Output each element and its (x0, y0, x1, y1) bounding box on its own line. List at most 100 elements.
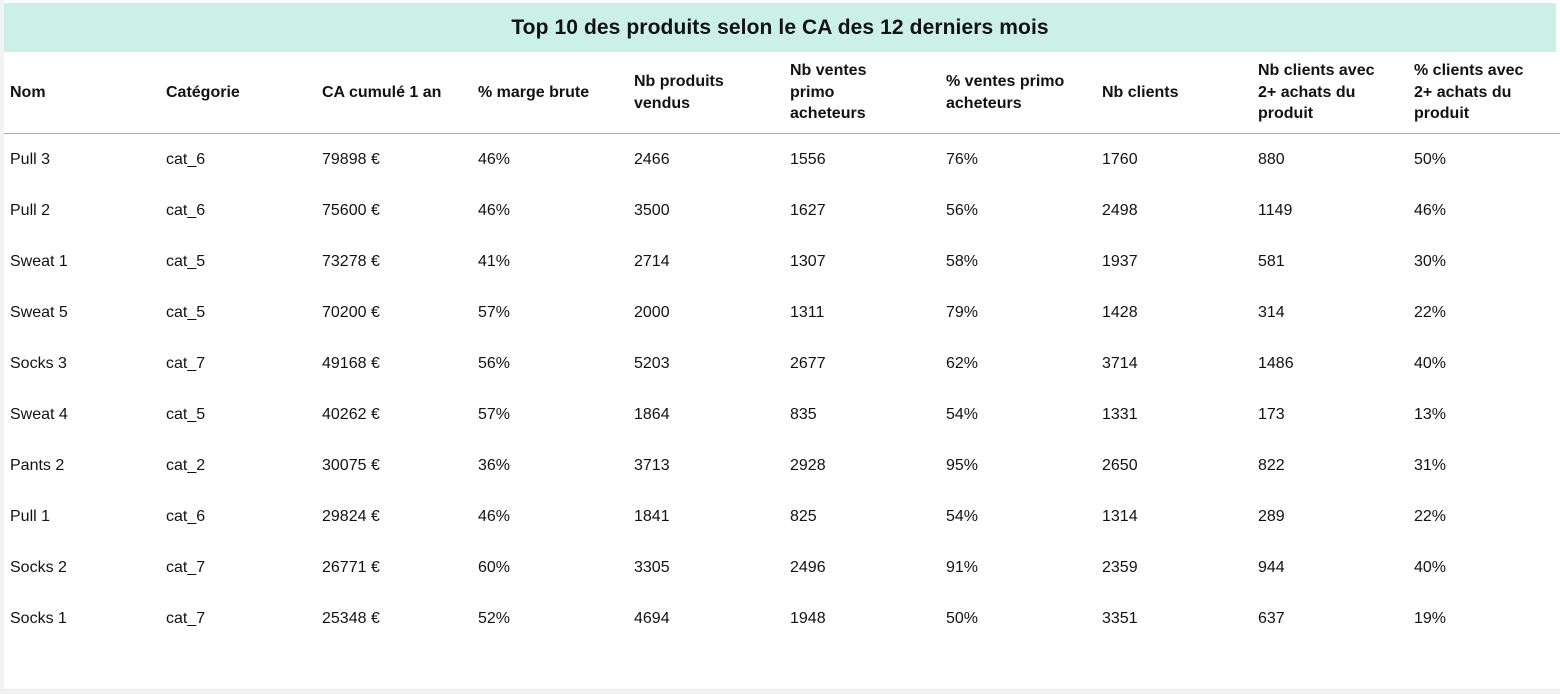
table-cell: 2928 (790, 456, 826, 474)
bottom-edge-strip (0, 689, 1560, 694)
column-header-pct-clients-2plus: % clients avec 2+ achats du produit (1404, 52, 1560, 134)
column-header-nb-produits-vendus: Nb produits vendus (624, 52, 780, 134)
table-cell: 31% (1414, 456, 1447, 474)
table-cell: 25348 € (322, 609, 380, 627)
table-cell: 57% (478, 303, 511, 321)
category-cell: cat_6 (166, 150, 206, 168)
table-cell: 60% (478, 558, 511, 576)
table-cell: 1760 (1102, 150, 1138, 168)
table-cell: 2714 (634, 252, 670, 270)
product-name-cell: Socks 1 (10, 609, 67, 627)
table-cell: 13% (1414, 405, 1447, 423)
table-cell: 880 (1258, 150, 1285, 168)
table-cell: 2677 (790, 354, 826, 372)
table-cell: 5203 (634, 354, 670, 372)
column-header-nb-clients-2plus: Nb clients avec 2+ achats du produit (1248, 52, 1404, 134)
category-cell: cat_7 (166, 354, 206, 372)
table-cell: 19% (1414, 609, 1447, 627)
table-cell: 1311 (790, 303, 825, 321)
table-cell: 1314 (1102, 507, 1138, 525)
product-name-cell: Pants 2 (10, 456, 65, 474)
title-banner: Top 10 des produits selon le CA des 12 d… (4, 3, 1556, 52)
table-cell: 26771 € (322, 558, 380, 576)
product-name-cell: Pull 1 (10, 507, 51, 525)
category-cell: cat_5 (166, 303, 206, 321)
table-cell: 57% (478, 405, 511, 423)
column-header-pct-ventes-primo: % ventes primo acheteurs (936, 52, 1092, 134)
table-row: Pull 1 cat_6 29824 € 46% 1841 825 54% 13… (0, 491, 1560, 542)
table-cell: 1331 (1102, 405, 1138, 423)
table-cell: 1937 (1102, 252, 1138, 270)
table-row: Pull 3 cat_6 79898 € 46% 2466 1556 76% 1… (0, 134, 1560, 186)
table-cell: 22% (1414, 303, 1447, 321)
table-cell: 1627 (790, 201, 826, 219)
table-cell: 46% (1414, 201, 1447, 219)
product-name-cell: Sweat 4 (10, 405, 68, 423)
column-header-marge-brute: % marge brute (468, 52, 624, 134)
table-cell: 1486 (1258, 354, 1294, 372)
table-cell: 40262 € (322, 405, 380, 423)
table-cell: 50% (946, 609, 979, 627)
table-cell: 2650 (1102, 456, 1138, 474)
table-cell: 36% (478, 456, 511, 474)
table-cell: 1864 (634, 405, 670, 423)
table-row: Socks 3 cat_7 49168 € 56% 5203 2677 62% … (0, 338, 1560, 389)
table-cell: 2496 (790, 558, 826, 576)
table-cell: 30075 € (322, 456, 380, 474)
table-cell: 944 (1258, 558, 1285, 576)
table-cell: 822 (1258, 456, 1285, 474)
table-cell: 52% (478, 609, 511, 627)
table-cell: 3351 (1102, 609, 1138, 627)
table-cell: 76% (946, 150, 979, 168)
product-name-cell: Pull 2 (10, 201, 51, 219)
table-cell: 1428 (1102, 303, 1138, 321)
table-row: Pull 2 cat_6 75600 € 46% 3500 1627 56% 2… (0, 185, 1560, 236)
table-cell: 314 (1258, 303, 1285, 321)
table-cell: 2498 (1102, 201, 1138, 219)
table-cell: 54% (946, 405, 979, 423)
table-cell: 46% (478, 150, 511, 168)
table-row: Sweat 1 cat_5 73278 € 41% 2714 1307 58% … (0, 236, 1560, 287)
table-cell: 73278 € (322, 252, 380, 270)
table-cell: 1556 (790, 150, 826, 168)
column-header-ca-cumule: CA cumulé 1 an (312, 52, 468, 134)
product-name-cell: Sweat 1 (10, 252, 68, 270)
table-cell: 1841 (634, 507, 670, 525)
table-cell: 79% (946, 303, 979, 321)
table-cell: 91% (946, 558, 979, 576)
category-cell: cat_2 (166, 456, 206, 474)
product-name-cell: Socks 2 (10, 558, 67, 576)
category-cell: cat_7 (166, 609, 206, 627)
table-cell: 41% (478, 252, 511, 270)
table-cell: 835 (790, 405, 817, 423)
table-cell: 79898 € (322, 150, 380, 168)
table-cell: 1948 (790, 609, 826, 627)
table-row: Pants 2 cat_2 30075 € 36% 3713 2928 95% … (0, 440, 1560, 491)
table-cell: 173 (1258, 405, 1285, 423)
table-cell: 56% (478, 354, 511, 372)
column-header-nom: Nom (0, 52, 156, 134)
table-cell: 54% (946, 507, 979, 525)
table-cell: 2359 (1102, 558, 1138, 576)
table-cell: 56% (946, 201, 979, 219)
product-name-cell: Sweat 5 (10, 303, 68, 321)
category-cell: cat_7 (166, 558, 206, 576)
table-row: Socks 2 cat_7 26771 € 60% 3305 2496 91% … (0, 542, 1560, 593)
table-cell: 1149 (1258, 201, 1293, 219)
table-cell: 22% (1414, 507, 1447, 525)
table-cell: 49168 € (322, 354, 380, 372)
table-cell: 825 (790, 507, 817, 525)
table-cell: 637 (1258, 609, 1285, 627)
category-cell: cat_6 (166, 201, 206, 219)
table-cell: 95% (946, 456, 979, 474)
table-cell: 30% (1414, 252, 1447, 270)
table-cell: 50% (1414, 150, 1447, 168)
table-row: Sweat 5 cat_5 70200 € 57% 2000 1311 79% … (0, 287, 1560, 338)
table-row: Socks 1 cat_7 25348 € 52% 4694 1948 50% … (0, 593, 1560, 644)
product-name-cell: Pull 3 (10, 150, 51, 168)
table-cell: 3500 (634, 201, 670, 219)
table-row: Sweat 4 cat_5 40262 € 57% 1864 835 54% 1… (0, 389, 1560, 440)
table-cell: 62% (946, 354, 979, 372)
table-cell: 289 (1258, 507, 1285, 525)
category-cell: cat_5 (166, 405, 206, 423)
